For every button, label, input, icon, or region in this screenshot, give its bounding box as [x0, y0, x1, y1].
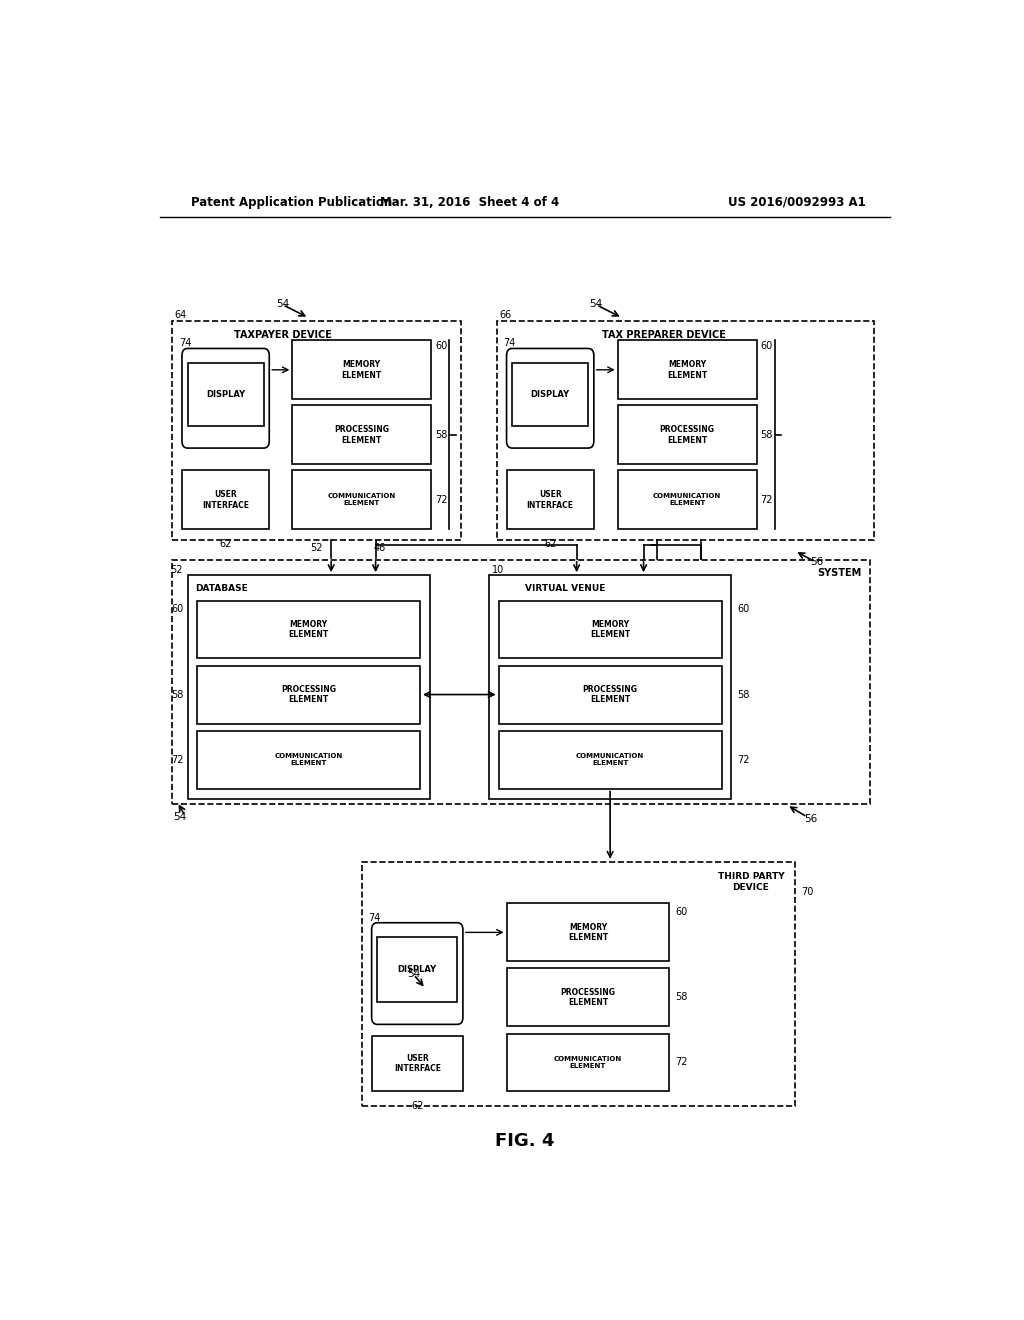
Bar [617, 470, 757, 529]
Text: 10: 10 [492, 565, 504, 576]
Text: SYSTEM: SYSTEM [818, 568, 862, 578]
Text: 56: 56 [804, 814, 817, 824]
Text: 74: 74 [179, 338, 191, 348]
Text: 60: 60 [761, 342, 773, 351]
Text: COMMUNICATION
ELEMENT: COMMUNICATION ELEMENT [554, 1056, 622, 1069]
Bar [197, 601, 420, 659]
Text: 52: 52 [310, 543, 324, 553]
Text: 60: 60 [435, 342, 447, 351]
Bar [489, 576, 731, 799]
Bar [617, 341, 757, 399]
FancyBboxPatch shape [372, 923, 463, 1024]
Text: 54: 54 [590, 298, 603, 309]
Bar [292, 470, 431, 529]
Text: 46: 46 [374, 543, 386, 553]
Text: 58: 58 [435, 430, 447, 440]
Text: 58: 58 [737, 689, 750, 700]
Bar [507, 470, 594, 529]
Text: MEMORY
ELEMENT: MEMORY ELEMENT [289, 620, 329, 639]
Text: 72: 72 [676, 1057, 688, 1068]
Text: THIRD PARTY
DEVICE: THIRD PARTY DEVICE [718, 873, 784, 892]
Text: 56: 56 [810, 557, 823, 566]
Text: USER
INTERFACE: USER INTERFACE [394, 1053, 440, 1073]
Text: 60: 60 [171, 603, 183, 614]
Text: COMMUNICATION
ELEMENT: COMMUNICATION ELEMENT [328, 494, 396, 507]
Text: 72: 72 [435, 495, 447, 506]
Text: PROCESSING
ELEMENT: PROCESSING ELEMENT [334, 425, 389, 445]
Text: 74: 74 [369, 912, 381, 923]
Text: TAX PREPARER DEVICE: TAX PREPARER DEVICE [602, 330, 726, 341]
Bar [499, 601, 722, 659]
Bar [499, 731, 722, 788]
Text: 72: 72 [761, 495, 773, 506]
Text: VIRTUAL VENUE: VIRTUAL VENUE [524, 583, 605, 593]
Text: 62: 62 [219, 539, 231, 549]
Text: PROCESSING
ELEMENT: PROCESSING ELEMENT [560, 987, 615, 1007]
Bar [507, 903, 670, 961]
Text: MEMORY
ELEMENT: MEMORY ELEMENT [342, 360, 382, 380]
Text: PROCESSING
ELEMENT: PROCESSING ELEMENT [281, 685, 336, 705]
Bar [292, 405, 431, 465]
Bar [182, 470, 269, 529]
Text: 60: 60 [737, 603, 750, 614]
Text: PROCESSING
ELEMENT: PROCESSING ELEMENT [659, 425, 715, 445]
Text: 62: 62 [544, 539, 556, 549]
Text: US 2016/0092993 A1: US 2016/0092993 A1 [728, 195, 866, 209]
Bar [512, 363, 588, 426]
Text: DISPLAY: DISPLAY [397, 965, 437, 974]
Text: DATABASE: DATABASE [196, 583, 248, 593]
Text: 74: 74 [504, 338, 516, 348]
Text: MEMORY
ELEMENT: MEMORY ELEMENT [667, 360, 708, 380]
Bar [507, 969, 670, 1027]
Text: PROCESSING
ELEMENT: PROCESSING ELEMENT [583, 685, 638, 705]
Text: DISPLAY: DISPLAY [530, 389, 569, 399]
Bar [187, 576, 430, 799]
Text: 52: 52 [170, 565, 182, 576]
Text: COMMUNICATION
ELEMENT: COMMUNICATION ELEMENT [575, 754, 644, 766]
Text: USER
INTERFACE: USER INTERFACE [202, 490, 249, 510]
Text: 62: 62 [411, 1101, 424, 1110]
Bar [187, 363, 264, 426]
Text: 64: 64 [174, 310, 186, 319]
Text: USER
INTERFACE: USER INTERFACE [526, 490, 573, 510]
Bar [377, 937, 458, 1002]
FancyBboxPatch shape [182, 348, 269, 447]
Text: Mar. 31, 2016  Sheet 4 of 4: Mar. 31, 2016 Sheet 4 of 4 [380, 195, 559, 209]
Text: TAXPAYER DEVICE: TAXPAYER DEVICE [233, 330, 332, 341]
FancyBboxPatch shape [507, 348, 594, 447]
Text: 54: 54 [408, 969, 420, 978]
Text: MEMORY
ELEMENT: MEMORY ELEMENT [567, 923, 608, 942]
Bar [292, 341, 431, 399]
Bar [507, 1034, 670, 1092]
Text: COMMUNICATION
ELEMENT: COMMUNICATION ELEMENT [653, 494, 721, 507]
Text: 54: 54 [173, 812, 186, 822]
Text: 70: 70 [801, 887, 813, 898]
Text: 72: 72 [171, 755, 183, 764]
Text: 58: 58 [676, 993, 688, 1002]
Bar [617, 405, 757, 465]
Text: Patent Application Publication: Patent Application Publication [191, 195, 393, 209]
Text: 72: 72 [737, 755, 750, 764]
Text: DISPLAY: DISPLAY [206, 389, 245, 399]
Text: 60: 60 [676, 907, 688, 916]
Text: COMMUNICATION
ELEMENT: COMMUNICATION ELEMENT [274, 754, 343, 766]
Bar [197, 665, 420, 723]
Text: 58: 58 [761, 430, 773, 440]
Text: 54: 54 [276, 298, 290, 309]
Bar [499, 665, 722, 723]
Text: 66: 66 [500, 310, 512, 319]
Text: 58: 58 [171, 689, 183, 700]
Bar [372, 1036, 463, 1092]
Bar [197, 731, 420, 788]
Text: FIG. 4: FIG. 4 [496, 1133, 554, 1150]
Text: MEMORY
ELEMENT: MEMORY ELEMENT [590, 620, 630, 639]
